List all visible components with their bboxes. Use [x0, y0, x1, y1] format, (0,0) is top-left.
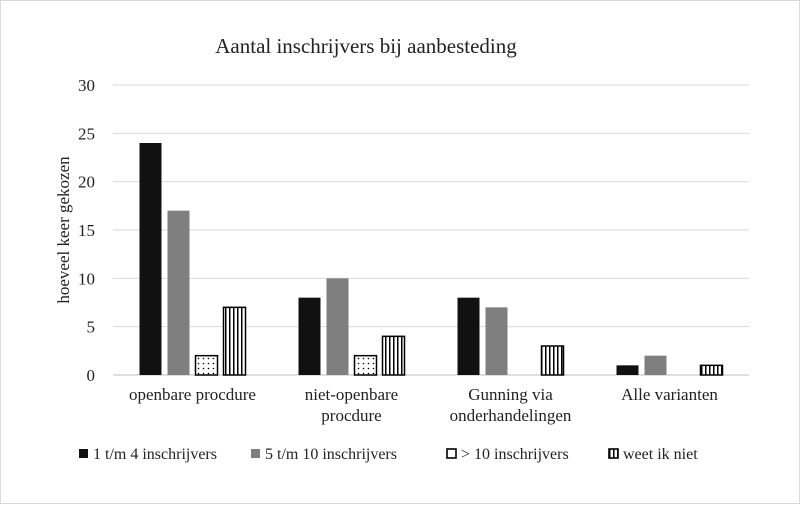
bar-series-4-cat-3	[540, 345, 565, 376]
legend-label: 5 t/m 10 inschrijvers	[265, 446, 397, 463]
gridlines	[113, 84, 749, 376]
chart-title: Aantal inschrijvers bij aanbesteding	[215, 34, 517, 58]
legend: 1 t/m 4 inschrijvers 5 t/m 10 inschrijver…	[79, 446, 698, 463]
bar-series-3-cat-2	[353, 354, 378, 376]
bar-series-2-cat-2	[326, 278, 349, 375]
bar-series-4-cat-2	[381, 335, 406, 376]
x-category-label: Gunning via onderhandelingen	[450, 385, 572, 425]
bar-series-1-cat-1	[139, 143, 162, 375]
y-tick-label: 30	[78, 76, 95, 95]
bar-series-3-cat-1	[194, 354, 219, 376]
legend-label: weet ik niet	[623, 446, 698, 463]
bar-series-1-cat-3	[457, 297, 480, 375]
x-category-label: openbare procdure	[129, 385, 256, 404]
bar-series-2-cat-3	[485, 307, 508, 375]
y-tick-label: 15	[78, 221, 95, 240]
bar-series-4-cat-1	[222, 306, 247, 376]
y-axis-label: hoeveel keer gekozen	[54, 156, 73, 304]
y-tick-label: 25	[78, 124, 95, 143]
legend-swatch	[251, 449, 260, 458]
x-category-label: niet-openbare procdure	[305, 385, 398, 425]
x-axis-categories: openbare procdure niet-openbare procdure Gu…	[129, 385, 718, 425]
bar-series-1-cat-4	[616, 365, 639, 375]
y-tick-label: 5	[87, 318, 96, 337]
y-axis-ticks: 0 5 10 15 20 25 30	[78, 76, 95, 385]
bar-series-2-cat-1	[167, 210, 190, 375]
y-tick-label: 10	[78, 269, 95, 288]
x-category-label: Alle varianten	[621, 385, 718, 404]
bar-series-1-cat-2	[298, 297, 321, 375]
bars	[139, 143, 724, 376]
legend-swatch	[446, 448, 457, 459]
legend-label: > 10 inschrijvers	[461, 446, 569, 463]
legend-swatch	[608, 448, 619, 459]
y-tick-label: 0	[87, 366, 96, 385]
legend-swatch	[79, 449, 88, 458]
y-tick-label: 20	[78, 173, 95, 192]
bar-series-2-cat-4	[644, 355, 667, 375]
bar-series-4-cat-4	[699, 364, 724, 376]
legend-label: 1 t/m 4 inschrijvers	[93, 446, 217, 463]
